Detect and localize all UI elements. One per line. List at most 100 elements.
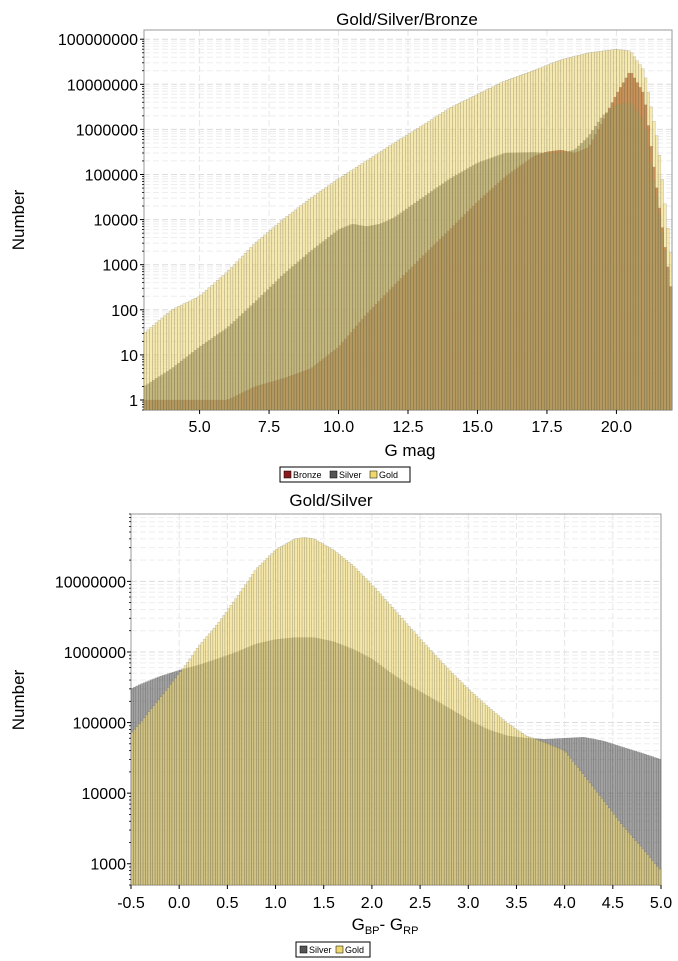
bar-gold [466,98,470,411]
bar-gold [535,68,539,411]
bar-gold [627,832,630,886]
bar-gold [285,216,289,411]
bar-gold [552,745,556,886]
bar-gold [474,94,478,411]
bar-gold [513,728,517,886]
bar-gold [660,179,664,411]
bar-gold [236,595,240,886]
bar-gold [502,81,506,411]
bar-gold [271,227,275,411]
bar-gold [555,61,559,411]
bar-gold [631,837,635,886]
bar-gold [638,64,642,411]
bar-gold [499,717,503,886]
bar-gold [616,49,620,411]
bar-gold [537,740,541,886]
bar-gold [244,584,247,886]
bar-gold [260,562,264,886]
bar-gold [396,140,400,411]
bar-gold [301,537,305,886]
y-tick-label: 100 [111,303,138,320]
series-gold [143,49,673,411]
bar-gold [658,868,662,886]
bar-gold [598,795,601,886]
bar-gold [304,537,308,886]
bar-gold [388,145,392,411]
bar-gold [417,636,421,886]
bar-gold [166,687,170,886]
bar-gold [246,250,250,411]
chart2-x-axis-label: GBP- GRP [352,915,419,937]
bar-gold [352,566,356,886]
bar-gold [413,129,417,411]
x-tick-label: 2.0 [361,895,383,912]
bar-gold [390,607,394,886]
bar-gold [627,50,631,411]
y-tick-label: 100000000 [58,32,138,49]
bar-gold [593,51,598,411]
bar-gold [538,67,542,411]
bar-gold [557,60,562,411]
bar-gold [193,298,198,411]
bar-gold [585,52,589,411]
bar-gold [270,553,274,886]
bar-gold [624,50,628,411]
bar-gold [648,857,652,886]
legend-label-silver: Silver [339,470,362,480]
bar-gold [523,734,527,886]
bar-gold [196,296,200,411]
bar-gold [427,647,430,886]
chart1-x-axis-label: G mag [384,441,435,460]
bar-gold [610,49,614,411]
bar-gold [644,77,648,411]
bar-gold [183,665,187,886]
chart1-legend: Bronze Silver Gold [279,466,411,483]
bar-gold [307,198,311,411]
y-tick-label: 10000 [94,213,139,230]
bar-gold [289,540,293,886]
bar-gold [164,690,168,886]
bar-gold [400,617,404,886]
bar-gold [431,652,435,886]
bar-gold [145,714,149,886]
x-tick-label: 20.0 [601,419,632,436]
bar-gold [374,588,377,886]
bar-gold [138,723,141,886]
bar-gold [212,627,216,886]
bar-gold [641,68,645,411]
bar-gold [229,605,233,886]
bar-gold [455,104,459,411]
x-tick-label: 10.0 [323,419,354,436]
bar-gold [533,738,536,886]
bar-gold [251,574,255,886]
bar-gold [152,324,156,411]
bar-gold [354,568,358,886]
bar-gold [268,230,273,411]
bar-gold [332,181,336,411]
bar-gold [178,671,182,886]
bar-gold [492,711,495,886]
bar-gold [200,641,204,886]
bar-gold [254,241,259,411]
bar-gold [263,234,267,411]
bar-gold [340,556,344,886]
bar-gold [224,611,228,886]
bar-gold [441,112,445,411]
bar-gold [471,96,475,411]
bar-gold [252,244,256,411]
bar-gold [643,851,647,886]
bar-gold [557,747,561,886]
bar-gold [427,121,431,411]
x-tick-label: 3.0 [457,895,479,912]
bar-gold [241,255,245,411]
bar-gold [588,52,592,411]
bar-gold [484,704,488,886]
bar-gold [277,547,281,886]
bar-gold [284,543,288,886]
bar-gold [595,792,599,886]
bar-gold [176,674,180,886]
bar-gold [624,829,628,886]
bar-gold [157,699,161,886]
bar-gold [443,665,447,886]
bar-gold [363,161,367,411]
